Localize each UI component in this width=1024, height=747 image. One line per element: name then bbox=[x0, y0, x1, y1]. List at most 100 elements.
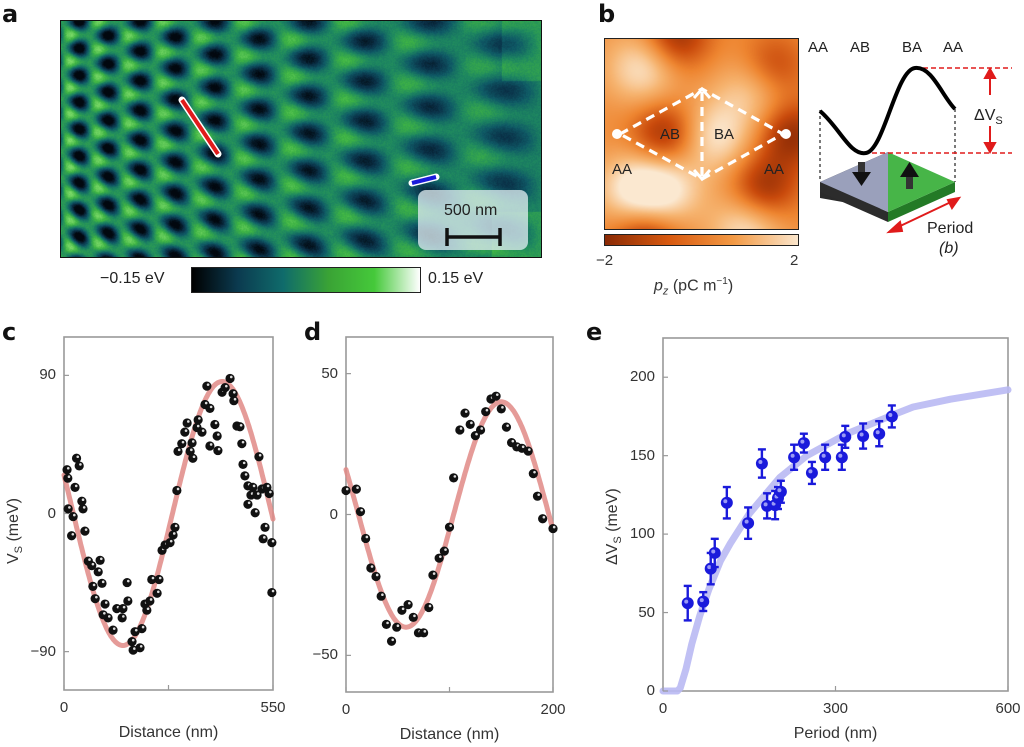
data-point-highlight bbox=[459, 427, 463, 430]
y-tick-label: 50 bbox=[321, 364, 338, 382]
x-tick-label: 0 bbox=[341, 701, 351, 718]
data-point bbox=[220, 383, 230, 393]
y-tick-label: 50 bbox=[638, 603, 655, 621]
data-point bbox=[371, 571, 381, 582]
data-point-highlight bbox=[67, 475, 71, 479]
data-point bbox=[100, 599, 110, 609]
data-point bbox=[819, 451, 832, 464]
data-point bbox=[177, 439, 187, 449]
data-point bbox=[180, 427, 190, 437]
slab-side-left bbox=[820, 152, 888, 210]
data-point bbox=[465, 419, 475, 429]
data-point-highlight bbox=[236, 423, 240, 426]
data-point bbox=[528, 469, 538, 479]
data-point bbox=[376, 591, 386, 601]
data-point-highlight bbox=[413, 614, 416, 618]
data-point-highlight bbox=[141, 625, 145, 629]
error-bar bbox=[776, 479, 785, 504]
data-point bbox=[460, 408, 470, 418]
colorbar-a bbox=[191, 267, 421, 293]
data-point bbox=[424, 602, 434, 613]
data-point-highlight bbox=[206, 383, 210, 386]
data-point-highlight bbox=[396, 624, 400, 627]
data-point-highlight bbox=[360, 508, 363, 512]
colorbar-a-min-label: −0.15 eV bbox=[100, 270, 165, 287]
panel-d-letter: d bbox=[304, 318, 322, 346]
data-point-highlight bbox=[221, 389, 225, 393]
data-point bbox=[70, 482, 80, 493]
data-point-highlight bbox=[470, 421, 473, 425]
data-point bbox=[264, 488, 274, 499]
y-tick-label: 150 bbox=[629, 446, 655, 464]
data-point-highlight bbox=[164, 542, 168, 545]
data-point-highlight bbox=[774, 494, 779, 499]
data-point-highlight bbox=[428, 604, 432, 608]
error-bar bbox=[837, 443, 846, 471]
y-axis-label-e: ΔVS (meV) bbox=[604, 488, 624, 565]
x-axis-label-d: Distance (nm) bbox=[399, 726, 500, 743]
data-point-highlight bbox=[875, 430, 880, 435]
stacking-label-ba: BA bbox=[902, 39, 923, 56]
data-point-highlight bbox=[244, 473, 248, 476]
data-point bbox=[210, 419, 220, 430]
data-point bbox=[470, 431, 480, 441]
data-point bbox=[192, 422, 202, 433]
data-point bbox=[123, 596, 133, 606]
data-point-highlight bbox=[439, 555, 442, 558]
data-point-highlight bbox=[258, 453, 262, 457]
error-bar bbox=[774, 485, 782, 511]
x-tick-label: 200 bbox=[540, 701, 566, 718]
data-point-highlight bbox=[859, 432, 864, 437]
data-point-highlight bbox=[408, 601, 411, 605]
panel-b-letter: b bbox=[598, 0, 616, 28]
y-tick-label: 90 bbox=[39, 366, 56, 384]
data-point-highlight bbox=[381, 593, 384, 597]
y-tick-label: 0 bbox=[646, 682, 655, 699]
data-point bbox=[140, 599, 150, 609]
data-point bbox=[237, 439, 247, 449]
data-point-highlight bbox=[81, 498, 85, 502]
data-point-highlight bbox=[370, 565, 374, 568]
data-point bbox=[74, 461, 84, 471]
data-point bbox=[444, 522, 455, 532]
data-point-highlight bbox=[126, 579, 130, 583]
data-point bbox=[97, 578, 107, 588]
data-point-highlight bbox=[247, 483, 251, 486]
delta-vs-label: ΔVS bbox=[974, 108, 1003, 127]
data-point-highlight bbox=[423, 630, 427, 633]
data-point bbox=[188, 453, 198, 463]
data-point bbox=[122, 577, 132, 588]
data-point-highlight bbox=[744, 519, 749, 524]
data-point-highlight bbox=[112, 627, 116, 630]
data-point-highlight bbox=[684, 599, 689, 604]
data-point-highlight bbox=[263, 536, 266, 539]
error-bar bbox=[771, 489, 780, 521]
domain-down bbox=[820, 152, 888, 212]
data-point bbox=[193, 415, 203, 425]
data-point bbox=[413, 628, 424, 638]
scale-bar-label: 500 nm bbox=[444, 202, 498, 219]
domain-up bbox=[888, 152, 955, 212]
data-point bbox=[742, 517, 755, 530]
plot-frame-d bbox=[345, 336, 554, 693]
data-point-highlight bbox=[91, 562, 95, 566]
polarization-up-arrow bbox=[900, 162, 919, 189]
data-point-highlight bbox=[808, 469, 813, 474]
error-bar bbox=[799, 432, 808, 454]
error-bar bbox=[875, 419, 884, 448]
data-point-highlight bbox=[506, 424, 509, 427]
data-point-highlight bbox=[82, 506, 86, 509]
stacking-label-aa-1: AA bbox=[808, 39, 829, 56]
data-point bbox=[797, 437, 810, 450]
data-point-highlight bbox=[84, 528, 88, 531]
data-point bbox=[774, 485, 787, 498]
data-point bbox=[127, 637, 137, 647]
y-tick-label: 0 bbox=[47, 504, 56, 522]
colorbar-b-max-label: 2 bbox=[790, 252, 799, 269]
data-point bbox=[243, 499, 253, 509]
colorbar-b-label: pz (pC m−1) bbox=[654, 277, 733, 298]
data-point bbox=[761, 499, 774, 512]
colorbar-a-max-label: 0.15 eV bbox=[428, 270, 484, 287]
data-point-highlight bbox=[511, 439, 515, 443]
data-point-highlight bbox=[217, 433, 220, 436]
